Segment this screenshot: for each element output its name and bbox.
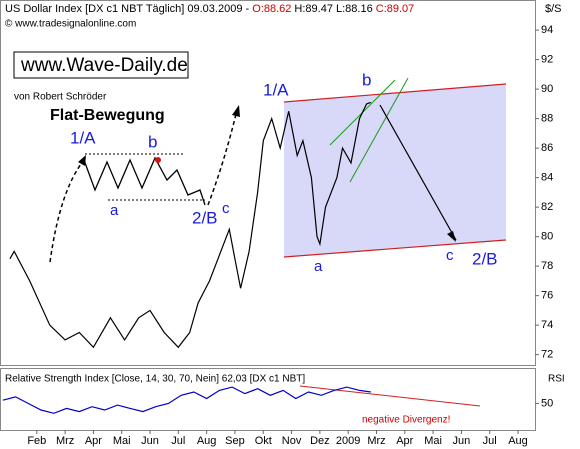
- annotation: 1/A: [70, 128, 96, 147]
- series-line: [9, 101, 372, 349]
- annotation: c: [222, 200, 230, 217]
- y-tick-label: 92: [541, 53, 553, 65]
- price-panel: [0, 0, 536, 366]
- y-tick-label: 90: [541, 83, 553, 95]
- channel-top: [283, 83, 507, 103]
- x-tick-label: Jun: [141, 435, 159, 447]
- x-tick-label: Feb: [27, 435, 46, 447]
- wedge-line: [349, 77, 409, 183]
- x-tick-label: Apr: [85, 435, 102, 447]
- annotation: negative Divergenz!: [362, 415, 450, 426]
- channel-bottom: [283, 239, 507, 258]
- x-tick-label: Okt: [255, 435, 272, 447]
- rsi-title: Relative Strength Index [Close, 14, 30, …: [5, 374, 305, 385]
- y-tick-label: 76: [541, 290, 553, 302]
- x-tick-label: Aug: [197, 435, 217, 447]
- annotation: b: [148, 132, 157, 151]
- x-tick-label: Aug: [508, 435, 528, 447]
- x-tick-label: Mrz: [56, 435, 74, 447]
- author: von Robert Schröder: [14, 92, 107, 103]
- x-tick-label: Jun: [453, 435, 471, 447]
- rsi-panel: [0, 368, 536, 431]
- rsi-axis-label: RSI: [548, 374, 565, 385]
- x-tick-label: Jul: [483, 435, 497, 447]
- x-tick-label: Mai: [113, 435, 131, 447]
- annotation: Flat-Bewegung: [50, 107, 165, 124]
- annotation: b: [362, 70, 371, 89]
- annotation: a: [110, 202, 119, 219]
- website: www.Wave-Daily.de: [20, 55, 188, 76]
- annotation: a: [314, 258, 323, 275]
- x-tick-label: Jul: [171, 435, 185, 447]
- x-tick-label: Apr: [396, 435, 413, 447]
- y-tick-label: 50: [541, 397, 553, 409]
- y-tick-label: 80: [541, 231, 553, 243]
- y-tick-label: 94: [541, 24, 553, 36]
- x-tick-label: Dez: [310, 435, 330, 447]
- annotation: 2/B: [192, 208, 218, 227]
- arrow-head: [447, 231, 456, 242]
- divergence-line: [299, 385, 481, 407]
- channel-fill: [284, 84, 506, 257]
- header-title: US Dollar Index [DX c1 NBT Täglich] 09.0…: [5, 3, 414, 15]
- copyright: © www.tradesignalonline.com: [5, 19, 136, 30]
- website-box: [13, 51, 189, 79]
- flat-sketch: [49, 105, 240, 263]
- axis-unit: $/S: [545, 3, 562, 15]
- annotation: 1/A: [263, 80, 289, 99]
- x-tick-label: Mai: [424, 435, 442, 447]
- x-tick-label: Nov: [282, 435, 302, 447]
- annotation: 2/B: [472, 249, 498, 268]
- y-tick-label: 78: [541, 260, 553, 272]
- y-tick-label: 86: [541, 142, 553, 154]
- annotation: c: [446, 247, 454, 264]
- x-tick-label: Mrz: [367, 435, 385, 447]
- y-tick-label: 74: [541, 319, 553, 331]
- x-tick-label: 2009: [336, 435, 360, 447]
- forecast-arrow: [379, 104, 457, 241]
- x-tick-label: Sep: [225, 435, 245, 447]
- y-tick-label: 72: [541, 349, 553, 361]
- y-tick-label: 84: [541, 172, 553, 184]
- y-tick-label: 88: [541, 113, 553, 125]
- y-tick-label: 82: [541, 201, 553, 213]
- series-line: [2, 386, 371, 414]
